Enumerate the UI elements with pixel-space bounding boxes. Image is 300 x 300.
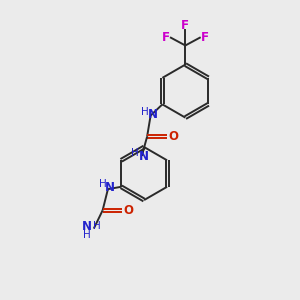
- Text: F: F: [181, 19, 189, 32]
- Text: H: H: [131, 148, 139, 158]
- Text: N: N: [82, 220, 92, 233]
- Text: N: N: [104, 182, 114, 194]
- Text: F: F: [162, 31, 170, 44]
- Text: H: H: [99, 179, 106, 190]
- Text: O: O: [123, 204, 133, 217]
- Text: N: N: [148, 108, 158, 121]
- Text: N: N: [139, 150, 149, 163]
- Text: O: O: [169, 130, 178, 143]
- Text: H: H: [93, 221, 101, 231]
- Text: F: F: [200, 31, 208, 44]
- Text: H: H: [83, 230, 91, 240]
- Text: H: H: [141, 107, 149, 117]
